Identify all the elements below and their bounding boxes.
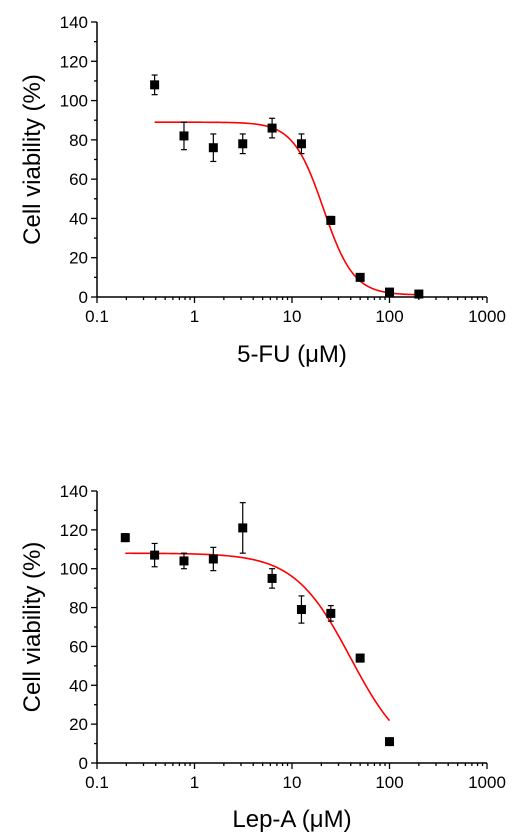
y-tick-label: 0 (79, 288, 88, 307)
data-point (150, 550, 160, 560)
y-tick-label: 20 (69, 715, 88, 734)
y-tick-label: 40 (69, 209, 88, 228)
data-point (179, 556, 189, 566)
x-tick-label: 1000 (468, 307, 506, 326)
data-point (208, 143, 218, 153)
y-tick-label: 120 (60, 521, 88, 540)
data-point (414, 289, 424, 299)
data-point (208, 554, 218, 564)
fit-curve (125, 552, 391, 722)
y-tick-label: 80 (69, 131, 88, 150)
x-tick-label: 100 (375, 773, 403, 792)
data-point (120, 533, 130, 543)
y-tick-label: 20 (69, 249, 88, 268)
y-tick-label: 120 (60, 52, 88, 71)
data-point (355, 653, 365, 663)
y-tick-label: 100 (60, 560, 88, 579)
data-point (355, 272, 365, 282)
y-tick-label: 100 (60, 92, 88, 111)
data-point (385, 737, 394, 747)
x-axis-title: 5-FU (μM) (237, 341, 347, 368)
x-tick-label: 10 (283, 307, 302, 326)
y-tick-label: 60 (69, 170, 88, 189)
data-point (238, 139, 248, 149)
x-tick-label: 0.1 (85, 307, 109, 326)
data-point (385, 287, 394, 297)
data-point (150, 80, 160, 90)
data-point (326, 608, 336, 618)
data-point (238, 523, 248, 533)
x-tick-label: 1 (190, 307, 199, 326)
y-tick-label: 140 (60, 13, 88, 32)
x-axis-title: Lep-A (μM) (232, 806, 351, 833)
x-tick-label: 0.1 (85, 773, 109, 792)
x-tick-label: 1 (190, 773, 199, 792)
chart-5fu: 0 20 40 60 80 100 120 140 0.1 1 10 100 1000 5-FU (μM)… (19, 13, 506, 368)
y-tick-label: 60 (69, 637, 88, 656)
x-tick-label: 100 (375, 307, 403, 326)
y-tick-label: 40 (69, 676, 88, 695)
data-point (296, 605, 306, 615)
y-axis-title: Cell viability (%) (19, 542, 46, 713)
data-point (267, 573, 277, 583)
data-point (267, 123, 277, 133)
fit-curve (154, 121, 419, 296)
x-tick-label: 1000 (468, 773, 506, 792)
y-tick-label: 140 (60, 482, 88, 501)
chart-lep-a: 0 20 40 60 80 100 120 140 0.1 1 10 100 1000 Lep-A (μM… (19, 482, 506, 833)
data-point (326, 215, 336, 225)
data-point (296, 139, 306, 149)
x-tick-label: 10 (283, 773, 302, 792)
data-point (179, 131, 189, 141)
y-tick-label: 0 (79, 754, 88, 773)
y-axis-title: Cell viability (%) (19, 74, 46, 245)
y-tick-label: 80 (69, 599, 88, 618)
